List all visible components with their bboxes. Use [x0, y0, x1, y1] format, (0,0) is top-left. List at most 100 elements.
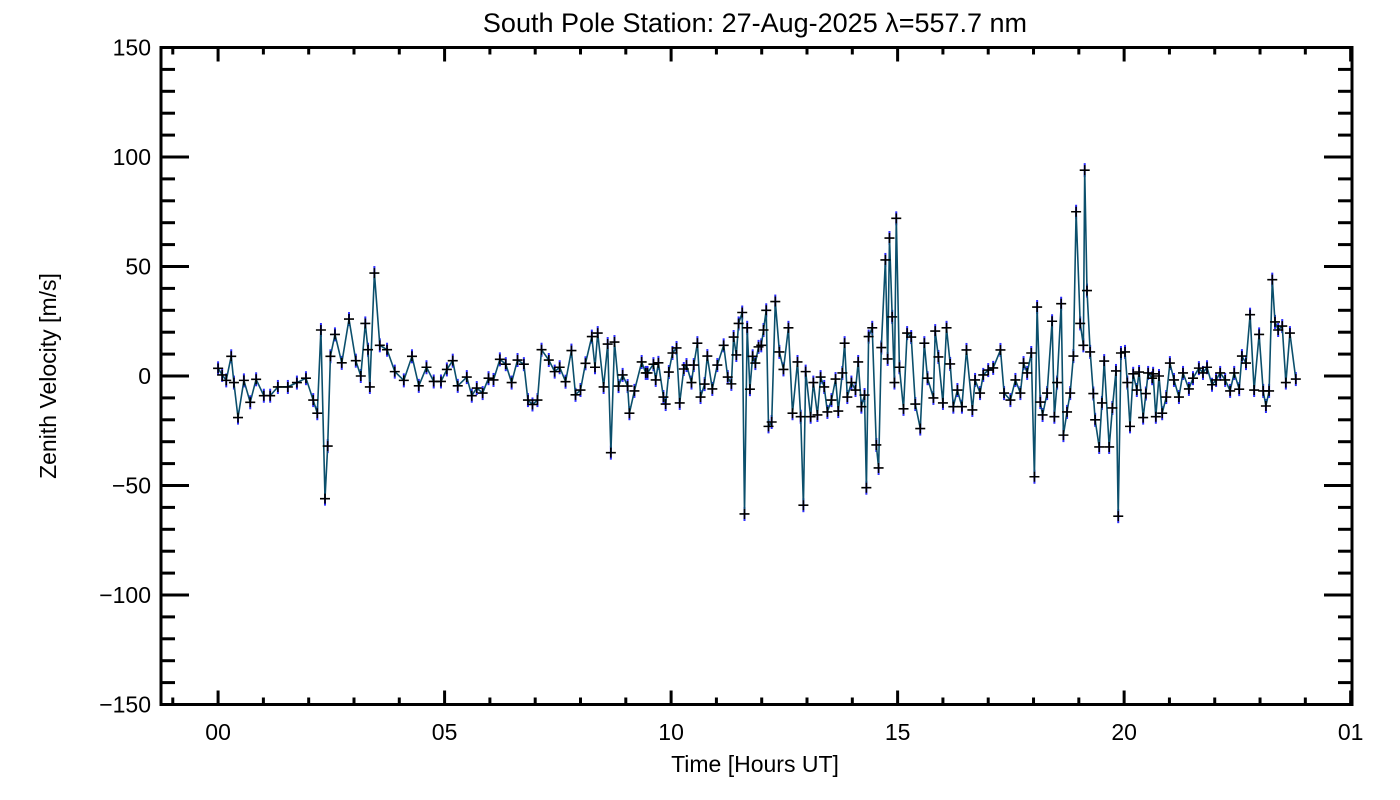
data-point-marker [1018, 358, 1029, 369]
data-point-marker [1164, 358, 1175, 369]
data-point-marker [1173, 392, 1184, 403]
data-point-marker [602, 339, 613, 350]
data-point-marker [1254, 329, 1265, 340]
data-point-marker [488, 374, 499, 385]
data-point-marker [1032, 302, 1043, 313]
data-point-marker [737, 307, 748, 318]
data-point-marker [919, 338, 930, 349]
data-point-marker [1138, 412, 1149, 423]
data-point-marker [887, 311, 898, 322]
data-point-marker [506, 377, 517, 388]
data-point-marker [291, 377, 302, 388]
data-point-marker [636, 356, 647, 367]
data-point-marker [1047, 316, 1058, 327]
data-point-marker [1128, 368, 1139, 379]
data-point-marker [805, 411, 816, 422]
data-point-marker [282, 381, 293, 392]
data-point-marker [853, 356, 864, 367]
data-point-marker [1157, 408, 1168, 419]
data-point-marker [624, 408, 635, 419]
data-point-marker [894, 362, 905, 373]
data-point-marker [586, 331, 597, 342]
data-point-marker [933, 351, 944, 362]
data-point-marker [812, 409, 823, 420]
data-point-marker [466, 390, 477, 401]
data-point-marker [382, 344, 393, 355]
data-point-marker [477, 388, 488, 399]
data-point-marker [554, 362, 565, 373]
data-point-marker [1220, 374, 1231, 385]
data-point-marker [1260, 401, 1271, 412]
data-point-marker [1015, 388, 1026, 399]
data-point-marker [747, 351, 758, 362]
data-point-marker [766, 416, 777, 427]
data-point-marker [325, 351, 336, 362]
data-point-marker [739, 508, 750, 519]
data-point-marker [1035, 397, 1046, 408]
data-point-marker [605, 447, 616, 458]
data-point-marker [692, 338, 703, 349]
data-point-marker [945, 358, 956, 369]
data-point-marker [826, 395, 837, 406]
data-point-marker [1005, 395, 1016, 406]
data-point-marker [660, 399, 671, 410]
data-point-marker [300, 373, 311, 384]
data-point-marker [1168, 374, 1179, 385]
data-point-marker [674, 397, 685, 408]
data-point-marker [1122, 377, 1133, 388]
data-point-marker [617, 369, 628, 380]
data-point-marker [522, 395, 533, 406]
data-point-marker [1245, 309, 1256, 320]
data-point-marker [961, 344, 972, 355]
data-point-marker [1110, 365, 1121, 376]
data-point-marker [1183, 383, 1194, 394]
data-point-marker [1079, 165, 1090, 176]
data-point-marker [1147, 373, 1158, 384]
data-point-marker [265, 390, 276, 401]
data-point-marker [930, 326, 941, 337]
data-point-marker [999, 388, 1010, 399]
data-point-marker [663, 367, 674, 378]
data-point-marker [245, 397, 256, 408]
data-point-marker [1290, 374, 1301, 385]
data-point-marker [1049, 411, 1060, 422]
data-point-marker [1065, 388, 1076, 399]
data-point-marker [512, 355, 523, 366]
data-point-marker [967, 404, 978, 415]
data-point-marker [1280, 377, 1291, 388]
data-point-marker [1269, 316, 1280, 327]
data-point-marker [360, 318, 371, 329]
data-point-marker [575, 385, 586, 396]
data-point-marker [819, 381, 830, 392]
data-point-marker [1052, 377, 1063, 388]
data-point-marker [928, 392, 939, 403]
data-point-marker [312, 408, 323, 419]
plot-frame [159, 46, 1354, 706]
data-point-marker [518, 359, 529, 370]
data-point-marker [1178, 367, 1189, 378]
data-point-marker [671, 342, 682, 353]
data-point-marker [1125, 421, 1136, 432]
data-point-marker [447, 355, 458, 366]
data-point-marker [728, 332, 739, 343]
data-point-marker [580, 358, 591, 369]
data-point-marker [995, 344, 1006, 355]
data-point-marker [1107, 402, 1118, 413]
data-point-marker [952, 385, 963, 396]
y-axis-label: Zenith Velocity [m/s] [35, 273, 61, 479]
y-tick-label: 150 [113, 35, 151, 61]
data-point-marker [1078, 340, 1089, 351]
data-point-marker [1277, 321, 1288, 332]
data-point-marker [842, 392, 853, 403]
data-point-marker [406, 351, 417, 362]
data-point-marker [707, 383, 718, 394]
data-point-marker [1029, 471, 1040, 482]
data-point-marker [808, 377, 819, 388]
data-point-marker [1161, 392, 1172, 403]
data-point-marker [1062, 406, 1073, 417]
data-point-marker [1056, 298, 1067, 309]
data-point-marker [1225, 385, 1236, 396]
data-point-marker [1143, 367, 1154, 378]
data-point-marker [695, 392, 706, 403]
data-point-marker [1113, 511, 1124, 522]
